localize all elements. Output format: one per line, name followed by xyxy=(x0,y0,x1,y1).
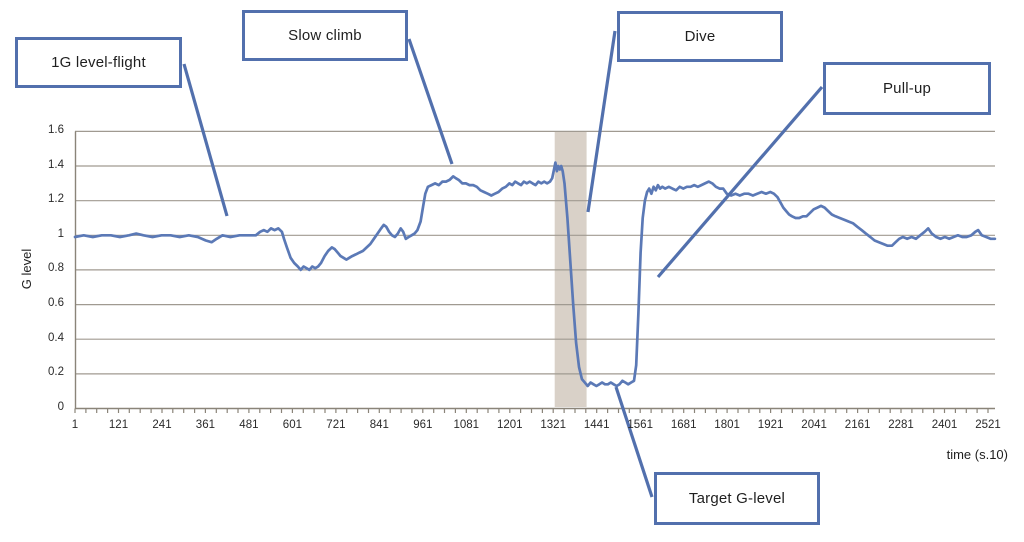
y-tick-label: 1 xyxy=(57,227,64,240)
y-tick-label: 0.8 xyxy=(48,262,64,275)
y-tick-label: 0.2 xyxy=(48,366,64,379)
y-tick-label: 0 xyxy=(57,401,64,413)
x-tick-label: 121 xyxy=(108,419,129,431)
x-tick-label: 1921 xyxy=(757,419,784,431)
x-tick-label: 1441 xyxy=(583,419,610,431)
leader-line-dive xyxy=(586,30,617,213)
y-tick-label: 1.4 xyxy=(48,158,64,171)
x-tick-label: 2161 xyxy=(844,419,871,431)
x-tick-label: 481 xyxy=(239,419,259,431)
x-tick-label: 361 xyxy=(195,419,215,431)
leader-line-pull-up xyxy=(656,85,824,279)
x-tick-label: 2401 xyxy=(931,419,958,431)
annotation-box-pull-up: Pull-up xyxy=(823,62,991,115)
y-tick-label: 1.6 xyxy=(48,123,64,136)
leader-line-1g-level-flight xyxy=(182,63,229,217)
annotation-box-target-g-level: Target G-level xyxy=(654,472,820,525)
x-tick-label: 241 xyxy=(152,419,172,431)
x-tick-label: 961 xyxy=(413,419,433,431)
x-tick-label: 2521 xyxy=(975,419,1001,431)
y-tick-label: 0.4 xyxy=(48,331,64,344)
annotation-box-1g-level-flight: 1G level-flight xyxy=(15,37,182,88)
x-tick-label: 1081 xyxy=(453,419,480,431)
x-tick-label: 2041 xyxy=(801,419,827,431)
x-axis-title: time (s.10) xyxy=(946,447,1008,462)
x-tick-label: 1201 xyxy=(497,419,523,431)
x-tick-label: 2281 xyxy=(888,419,914,431)
x-tick-label: 721 xyxy=(326,419,346,431)
x-tick-label: 1321 xyxy=(540,419,566,431)
y-tick-label: 1.2 xyxy=(48,193,64,206)
annotation-box-slow-climb: Slow climb xyxy=(242,10,408,61)
x-tick-label: 1681 xyxy=(670,419,697,431)
annotation-box-dive: Dive xyxy=(617,11,783,62)
x-tick-label: 841 xyxy=(369,419,389,431)
leader-line-slow-climb xyxy=(407,38,454,165)
x-tick-label: 601 xyxy=(282,419,302,431)
y-tick-label: 0.6 xyxy=(48,297,64,310)
leader-line-target-g-level xyxy=(614,386,654,498)
x-tick-label: 1 xyxy=(71,419,79,431)
g-level-series-line xyxy=(73,161,997,388)
x-tick-label: 1801 xyxy=(714,419,740,431)
x-tick-label: 1561 xyxy=(627,419,653,431)
